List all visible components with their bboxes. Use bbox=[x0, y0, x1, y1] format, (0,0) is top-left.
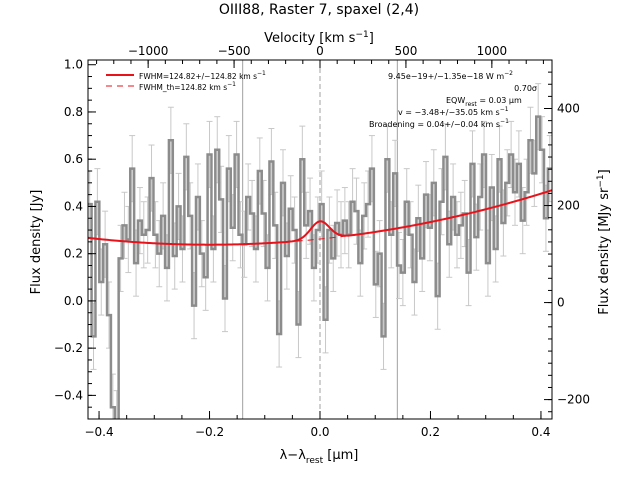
legend: FWHM=124.82+/−124.82 km s−1 FWHM_th=124.… bbox=[106, 70, 266, 92]
y-tick-label: 0.8 bbox=[64, 105, 83, 119]
y2-tick-label: 200 bbox=[557, 199, 580, 213]
axes: −0.4 −0.2 0.0 0.2 0.4 −0.4 −0.2 0.0 0.2 0.4 0.6 0.8… bbox=[54, 44, 590, 439]
legend-label-fwhm-th: FWHM_th=124.82 km s−1 bbox=[139, 81, 236, 92]
y-axis-label: Flux density [Jy] bbox=[29, 190, 44, 295]
plot-clip-group bbox=[88, 60, 552, 419]
y-tick-label: 0.2 bbox=[64, 247, 83, 261]
y2-axis-label: Flux density [MJy sr−1] bbox=[596, 169, 612, 314]
plot-area bbox=[88, 60, 552, 419]
top-axis-label: Velocity [km s−1] bbox=[264, 30, 374, 46]
x-tick-label: 0.2 bbox=[421, 425, 440, 439]
x-axis-label: λ−λrest [μm] bbox=[280, 448, 359, 466]
top-tick-label: 1000 bbox=[477, 44, 508, 58]
top-tick-label: 0 bbox=[316, 44, 324, 58]
y-tick-label: −0.4 bbox=[54, 388, 83, 402]
x-tick-label: 0.0 bbox=[310, 425, 329, 439]
fit-curve bbox=[88, 189, 552, 246]
x-tick-label: −0.4 bbox=[84, 425, 113, 439]
y2-tick-label: −200 bbox=[557, 393, 590, 407]
y2-tick-label: 0 bbox=[557, 296, 565, 310]
annotation-broadening: Broadening = 0.04+/−0.04 km s−1 bbox=[369, 118, 509, 129]
top-tick-label: 500 bbox=[394, 44, 417, 58]
annotation-significance: 0.70σ bbox=[514, 84, 537, 93]
x-tick-label: −0.2 bbox=[195, 425, 224, 439]
y2-tick-label: 400 bbox=[557, 102, 580, 116]
annotation-velocity: v = −3.48+/−35.05 km s−1 bbox=[398, 106, 509, 117]
spectrum-histogram bbox=[88, 115, 552, 419]
legend-label-fwhm: FWHM=124.82+/−124.82 km s−1 bbox=[139, 70, 266, 81]
x-tick-label: 0.4 bbox=[531, 425, 550, 439]
chart-title: OIII88, Raster 7, spaxel (2,4) bbox=[219, 2, 419, 18]
annotations: 9.45e−19+/−1.35e−18 W m−2 0.70σ EQWrest … bbox=[369, 70, 537, 129]
top-tick-label: −1000 bbox=[128, 44, 169, 58]
annotation-eqw: EQWrest = 0.03 μm bbox=[446, 96, 522, 108]
y-tick-label: 1.0 bbox=[64, 58, 83, 72]
y-tick-label: 0.6 bbox=[64, 152, 83, 166]
top-tick-label: −500 bbox=[218, 44, 251, 58]
y-tick-label: 0.0 bbox=[64, 294, 83, 308]
y-tick-label: −0.2 bbox=[54, 341, 83, 355]
y-tick-label: 0.4 bbox=[64, 199, 83, 213]
annotation-flux: 9.45e−19+/−1.35e−18 W m−2 bbox=[388, 70, 513, 81]
